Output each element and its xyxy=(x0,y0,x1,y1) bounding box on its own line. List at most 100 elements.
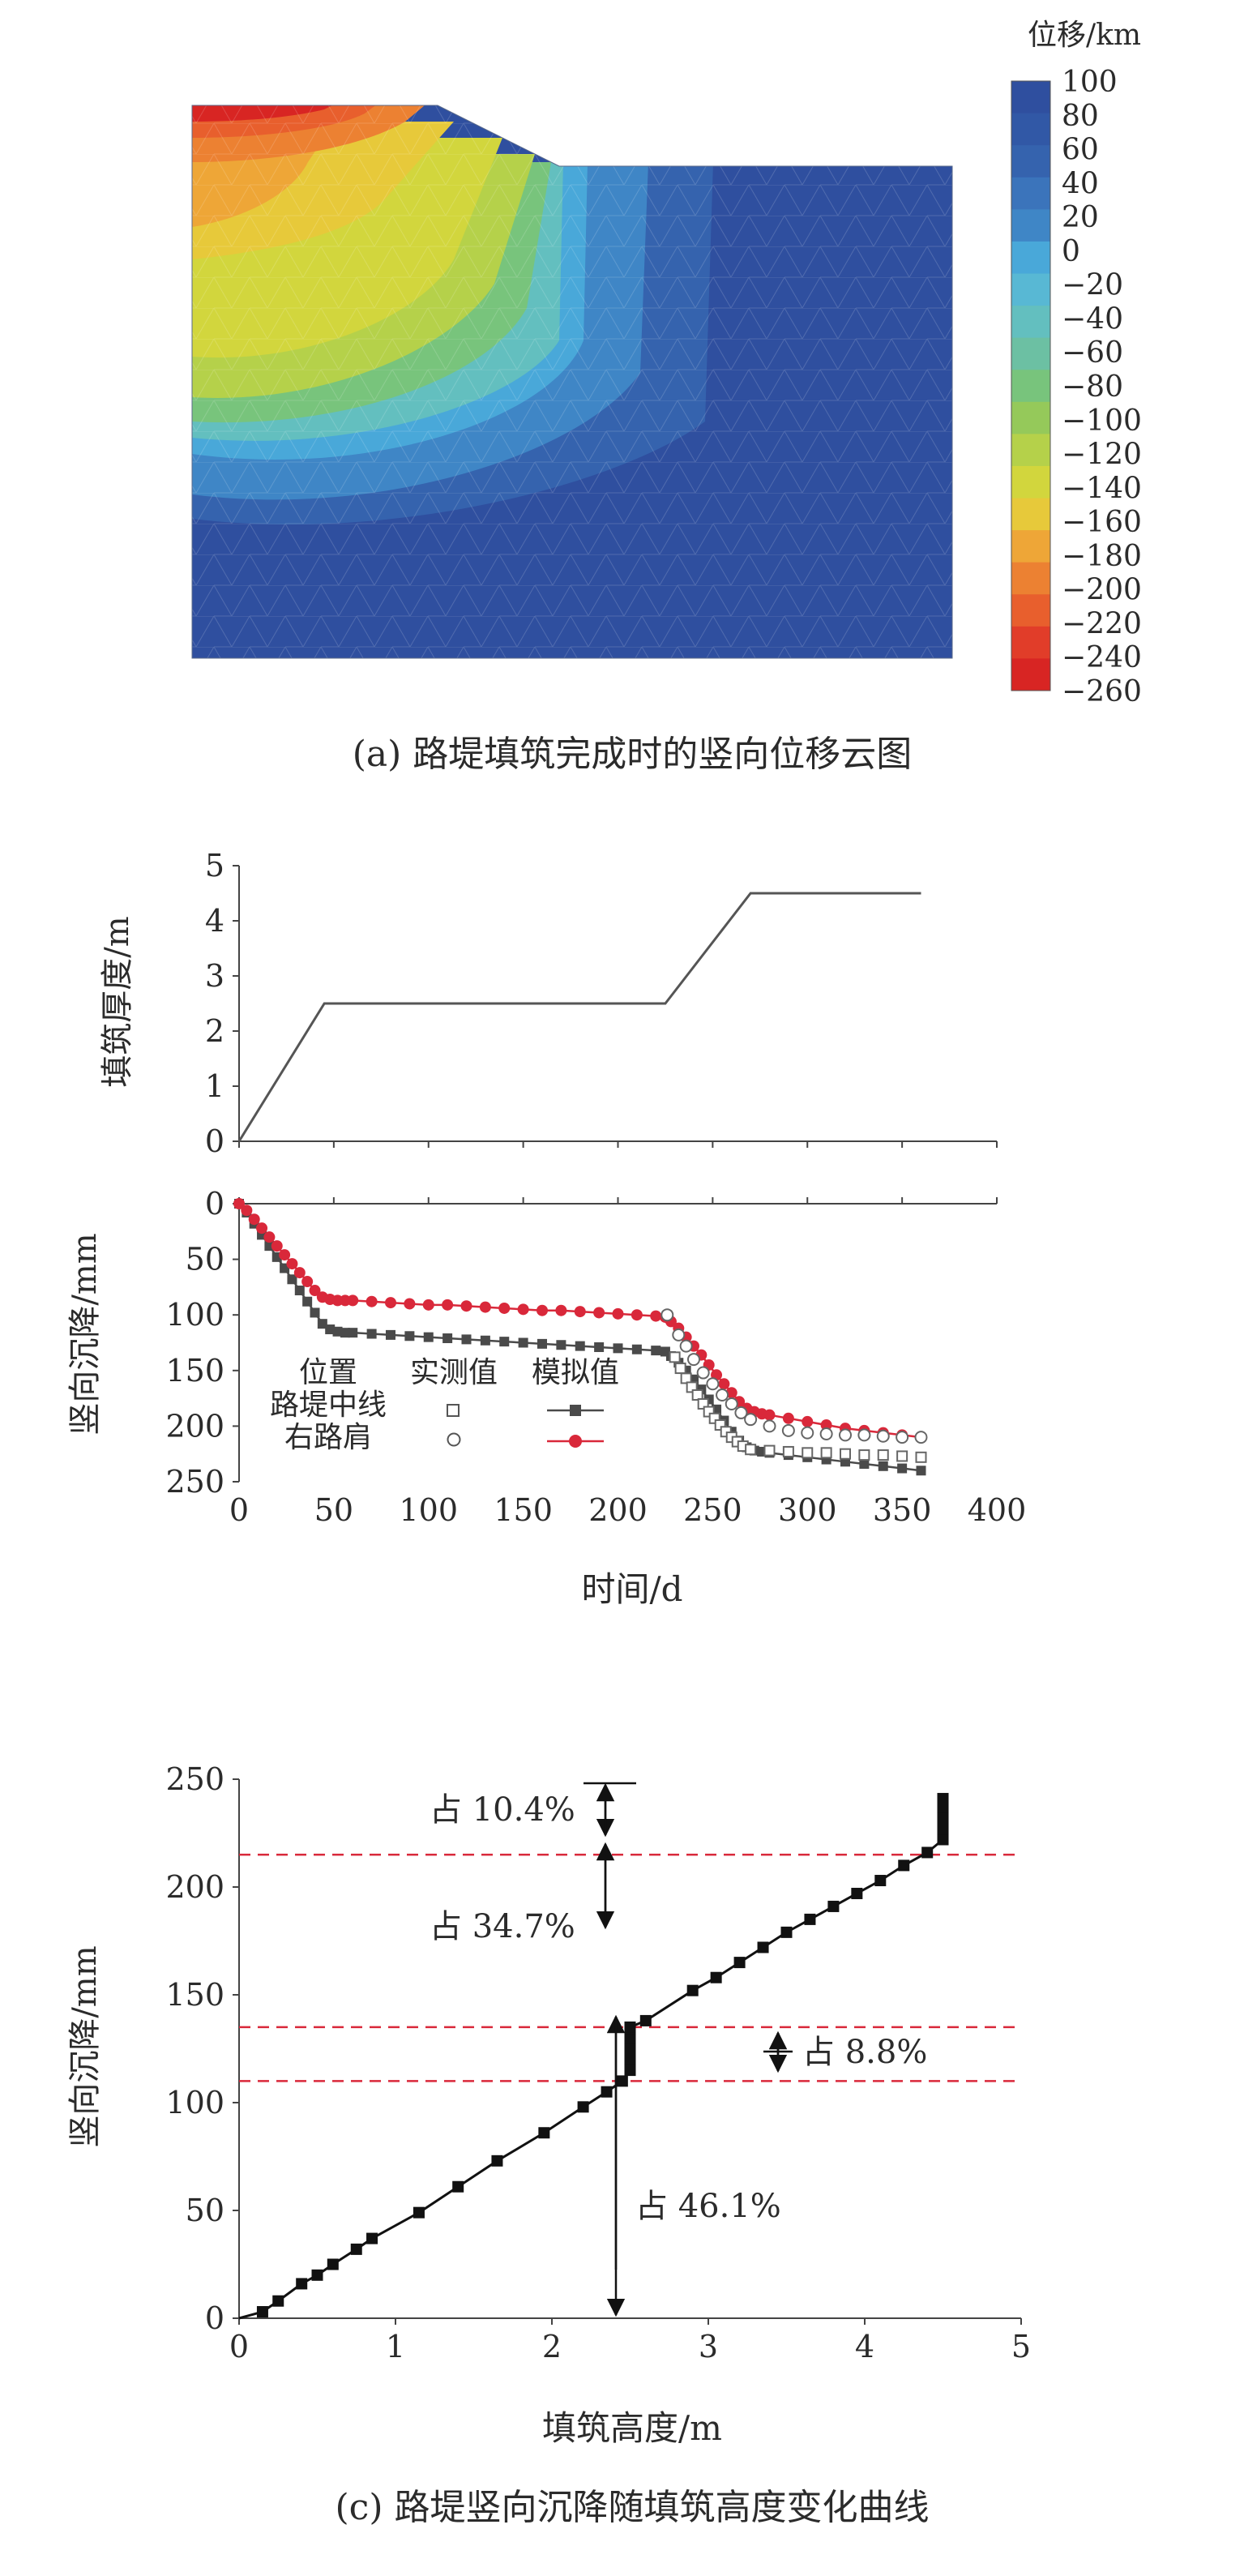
colorbar-swatch xyxy=(1011,562,1050,595)
shoulder-measured-point xyxy=(734,1406,748,1419)
center-simulated-point xyxy=(897,1463,908,1474)
settlement-height-point xyxy=(350,2243,362,2255)
x-tick-label: 300 xyxy=(778,1492,837,1528)
y-tick-label: 2 xyxy=(205,1013,224,1049)
center-measured-point xyxy=(691,1389,703,1401)
settlement-height-point xyxy=(327,2258,339,2270)
shoulder-simulated-point xyxy=(347,1294,359,1307)
settlement-height-point xyxy=(491,2155,503,2167)
center-simulated-point xyxy=(613,1343,623,1354)
colorbar-swatch xyxy=(1011,658,1050,691)
displacement-contour-panel: 位移/km 100806040200−20−40−60−80−100−120−1… xyxy=(191,19,1142,775)
colorbar-swatch xyxy=(1011,434,1050,467)
shoulder-simulated-point xyxy=(718,1378,730,1390)
x-tick-label: 1 xyxy=(386,2329,405,2364)
colorbar-swatch xyxy=(1011,145,1050,178)
settlement-height-point xyxy=(757,1941,769,1953)
center-measured-point xyxy=(782,1445,794,1457)
settlement-height-point xyxy=(937,1792,949,1804)
colorbar-swatch xyxy=(1011,306,1050,339)
x-tick-label: 100 xyxy=(399,1492,458,1528)
legend-marker-shoulder-simulated xyxy=(569,1435,582,1448)
colorbar-swatch xyxy=(1011,81,1050,114)
fill-thickness-line xyxy=(237,892,921,1142)
shoulder-measured-point xyxy=(857,1428,871,1442)
shoulder-simulated-point xyxy=(248,1213,260,1226)
shoulder-measured-point xyxy=(801,1426,814,1440)
x-tick-label: 400 xyxy=(968,1492,1027,1528)
colorbar-swatch xyxy=(1011,594,1050,627)
shoulder-simulated-point xyxy=(301,1276,314,1288)
contour-map xyxy=(192,105,952,658)
fill-thickness-ylabel: 填筑厚度/m xyxy=(99,916,136,1087)
colorbar-tick-label: −40 xyxy=(1062,302,1123,336)
center-measured-point xyxy=(680,1372,692,1384)
y-tick-label: 1 xyxy=(205,1068,224,1104)
shoulder-simulated-point xyxy=(279,1249,291,1261)
center-simulated-point xyxy=(859,1459,870,1470)
shoulder-simulated-point xyxy=(517,1303,529,1316)
shoulder-measured-point xyxy=(696,1366,710,1380)
x-tick-label: 0 xyxy=(229,1492,249,1528)
annotation-46-1: 占 46.1% xyxy=(635,2188,781,2225)
center-simulated-point xyxy=(325,1324,336,1335)
colorbar-swatch xyxy=(1011,626,1050,659)
settlement-height-point xyxy=(686,1984,699,1996)
center-measured-point xyxy=(802,1447,814,1459)
y-tick-label: 0 xyxy=(205,1123,224,1159)
settlement-height-point xyxy=(710,1971,722,1983)
center-simulated-point xyxy=(594,1341,605,1352)
settlement-height-point xyxy=(780,1926,793,1938)
colorbar-title: 位移/km xyxy=(1028,19,1141,52)
shoulder-simulated-point xyxy=(241,1205,253,1217)
shoulder-simulated-point xyxy=(537,1304,548,1316)
settlement-height-point xyxy=(804,1913,816,1925)
center-simulated-point xyxy=(332,1326,343,1337)
center-simulated-point xyxy=(294,1286,305,1296)
colorbar-tick-label: 20 xyxy=(1062,201,1099,234)
colorbar-tick-label: −20 xyxy=(1062,269,1123,302)
colorbar-swatch xyxy=(1011,113,1050,146)
shoulder-measured-point xyxy=(896,1431,909,1444)
shoulder-simulated-point xyxy=(650,1310,662,1322)
y-tick-label: 0 xyxy=(205,2300,224,2336)
x-tick-label: 5 xyxy=(1011,2329,1031,2364)
x-tick-label: 250 xyxy=(683,1492,742,1528)
colorbar-swatch xyxy=(1011,498,1050,531)
settlement-height-point xyxy=(624,2043,636,2055)
settlement-height-point xyxy=(624,2032,636,2044)
colorbar-swatch xyxy=(1011,401,1050,434)
center-measured-point xyxy=(896,1450,908,1462)
settlement-height-point xyxy=(452,2180,464,2193)
colorbar-tick-label: −240 xyxy=(1062,641,1142,674)
legend-header-position: 位置 xyxy=(299,1356,357,1389)
settlement-height-axes: 0 50 100 150 200 250 0 1 2 3 4 5 xyxy=(165,1761,1031,2364)
settlement-height-point xyxy=(616,2075,628,2087)
settlement-height-point xyxy=(937,1834,949,1846)
shoulder-simulated-point xyxy=(422,1299,434,1311)
y-tick-label: 200 xyxy=(165,1869,224,1905)
colorbar-tick-label: −60 xyxy=(1062,336,1123,370)
shoulder-simulated-point xyxy=(460,1300,472,1312)
settlement-height-point xyxy=(827,1900,840,1912)
legend: 位置 实测值 模拟值 路堤中线 右路肩 xyxy=(270,1356,619,1454)
shoulder-measured-point xyxy=(763,1419,776,1433)
x-tick-label: 0 xyxy=(229,2329,249,2364)
shoulder-simulated-point xyxy=(802,1415,814,1427)
center-simulated-point xyxy=(264,1241,275,1252)
colorbar-tick-label: −140 xyxy=(1062,472,1142,505)
settlement-height-ylabel: 竖向沉降/mm xyxy=(66,1945,104,2147)
shoulder-simulated-point xyxy=(574,1306,586,1318)
shoulder-measured-point xyxy=(819,1427,833,1441)
shoulder-measured-point xyxy=(781,1423,795,1437)
colorbar-tick-label: −80 xyxy=(1062,370,1123,404)
settlement-height-point xyxy=(577,2101,589,2113)
settlement-height-point xyxy=(874,1875,887,1887)
center-simulated-point xyxy=(317,1319,327,1329)
settlement-height-point xyxy=(256,2306,268,2318)
settlement-height-point xyxy=(898,1859,910,1872)
shoulder-measured-point xyxy=(914,1431,928,1444)
y-tick-label: 100 xyxy=(165,1297,224,1333)
shoulder-measured-point xyxy=(660,1308,674,1322)
